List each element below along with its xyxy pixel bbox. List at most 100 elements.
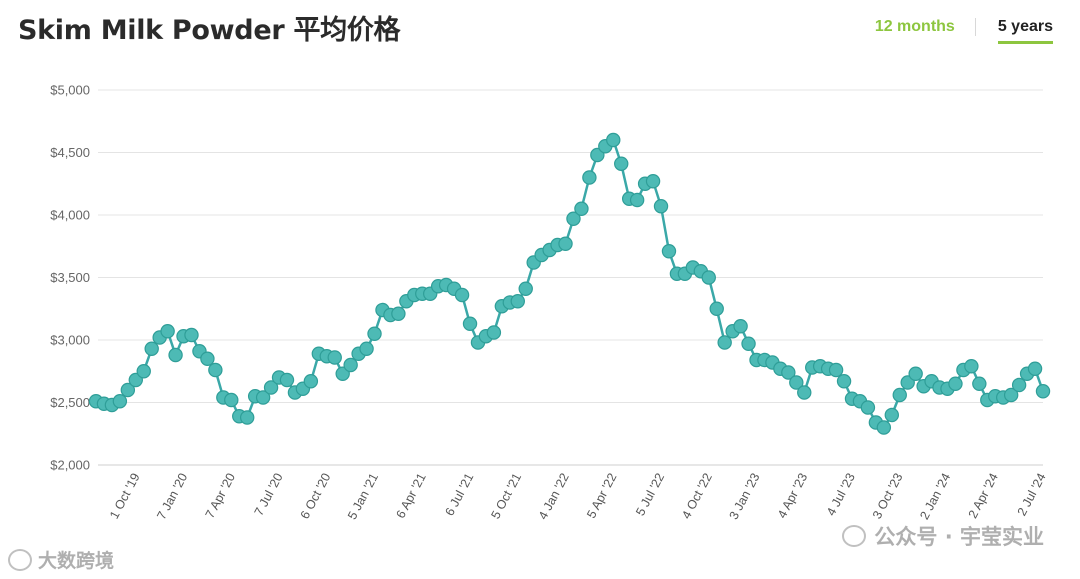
y-tick-label: $4,000: [50, 208, 90, 223]
data-point[interactable]: [566, 211, 581, 226]
x-tick-label: 6 Jul '21: [442, 471, 476, 518]
data-point[interactable]: [518, 281, 533, 296]
data-point[interactable]: [224, 392, 239, 408]
data-point[interactable]: [701, 270, 716, 285]
data-point[interactable]: [582, 170, 597, 185]
data-point[interactable]: [184, 327, 199, 343]
watermark-right: 公众号 · 宇莹实业: [842, 521, 1044, 551]
x-tick-label: 7 Jul '20: [252, 471, 286, 518]
data-point[interactable]: [120, 382, 136, 398]
data-point[interactable]: [367, 326, 382, 341]
x-tick-label: 4 Jul '23: [824, 471, 858, 518]
x-tick-label: 2 Jul '24: [1015, 471, 1049, 518]
x-tick-label: 5 Apr '22: [584, 471, 619, 521]
x-tick-label: 2 Apr '24: [966, 471, 1001, 521]
data-point[interactable]: [255, 390, 271, 405]
x-tick-label: 7 Apr '20: [203, 471, 238, 521]
data-point[interactable]: [240, 410, 255, 425]
x-tick-label: 5 Jan '21: [345, 471, 381, 522]
data-point[interactable]: [661, 244, 677, 259]
x-tick-label: 4 Jan '22: [536, 471, 572, 522]
x-tick-label: 5 Jul '22: [633, 471, 667, 518]
brand-logo-icon: [8, 548, 32, 571]
data-point[interactable]: [168, 347, 183, 363]
y-tick-label: $5,000: [50, 83, 90, 98]
data-point[interactable]: [884, 407, 899, 423]
chart-title: Skim Milk Powder 平均价格: [18, 15, 401, 46]
data-point[interactable]: [860, 400, 876, 415]
data-point[interactable]: [208, 362, 223, 378]
data-point[interactable]: [160, 324, 175, 339]
data-point[interactable]: [263, 380, 279, 395]
watermark-right-text: 公众号 · 宇莹实业: [874, 525, 1044, 549]
x-tick-label: 7 Jan '20: [154, 471, 190, 522]
y-axis-ticks: $2,000 $2,500 $3,000 $3,500 $4,000 $4,500 $5,0…: [50, 83, 90, 473]
data-point[interactable]: [614, 156, 629, 171]
tab-divider: [974, 18, 976, 36]
x-tick-label: 3 Oct '23: [870, 471, 906, 521]
data-point[interactable]: [964, 359, 979, 374]
data-point[interactable]: [558, 236, 573, 251]
x-tick-label: 6 Apr '21: [393, 471, 428, 521]
data-point[interactable]: [606, 132, 621, 148]
y-tick-label: $4,500: [50, 145, 90, 160]
x-tick-label: 4 Apr '23: [775, 471, 810, 521]
data-point[interactable]: [1035, 384, 1051, 399]
tab-12-months[interactable]: 12 months: [874, 18, 955, 35]
data-point[interactable]: [741, 336, 756, 351]
grid-lines: [98, 89, 1043, 466]
data-point[interactable]: [876, 420, 892, 435]
watermark-left: 大数跨境: [8, 546, 114, 573]
range-tabs: 12 months 5 years: [875, 18, 1053, 44]
x-tick-label: 3 Jan '23: [727, 471, 763, 522]
data-point[interactable]: [653, 199, 669, 214]
watermark-left-text: 大数跨境: [38, 550, 115, 572]
data-point[interactable]: [454, 287, 470, 303]
data-point[interactable]: [359, 341, 374, 356]
x-axis-ticks: 1 Oct '19 7 Jan '20 7 Apr '20 7 Jul '20 6 Oc…: [107, 471, 1049, 522]
data-point[interactable]: [1003, 387, 1019, 403]
data-point[interactable]: [828, 362, 844, 378]
data-point[interactable]: [462, 316, 478, 331]
data-point[interactable]: [1011, 377, 1027, 393]
data-point[interactable]: [797, 385, 812, 400]
y-tick-label: $3,500: [50, 270, 90, 285]
data-point[interactable]: [391, 306, 406, 321]
x-tick-label: 6 Oct '20: [298, 471, 334, 521]
x-tick-label: 5 Oct '21: [488, 471, 524, 521]
y-tick-label: $2,500: [50, 395, 90, 410]
data-point[interactable]: [948, 376, 963, 391]
data-point[interactable]: [144, 341, 159, 356]
data-point[interactable]: [486, 325, 502, 340]
data-point[interactable]: [892, 387, 907, 403]
y-tick-label: $2,000: [50, 458, 90, 473]
data-point[interactable]: [629, 192, 645, 208]
data-point[interactable]: [781, 365, 796, 380]
tab-5-years[interactable]: 5 years: [997, 18, 1053, 44]
x-tick-label: 4 Oct '22: [679, 471, 715, 521]
data-point[interactable]: [645, 174, 661, 189]
data-point[interactable]: [789, 375, 804, 390]
x-tick-label: 1 Oct '19: [107, 471, 143, 521]
data-point[interactable]: [709, 301, 724, 316]
wechat-icon: [842, 525, 867, 547]
data-point[interactable]: [908, 366, 923, 381]
data-point[interactable]: [327, 350, 342, 365]
series-markers: [88, 132, 1051, 435]
data-point[interactable]: [717, 335, 732, 350]
data-point[interactable]: [733, 319, 748, 334]
data-point[interactable]: [200, 351, 215, 366]
data-point[interactable]: [279, 372, 295, 388]
data-point[interactable]: [112, 394, 128, 409]
y-tick-label: $3,000: [50, 333, 90, 348]
data-point[interactable]: [303, 374, 319, 389]
data-point[interactable]: [836, 374, 852, 389]
data-point[interactable]: [136, 364, 151, 379]
data-point[interactable]: [343, 357, 358, 373]
x-tick-label: 2 Jan '24: [917, 471, 953, 522]
data-point[interactable]: [574, 201, 589, 216]
data-point[interactable]: [510, 294, 525, 309]
data-point[interactable]: [1027, 361, 1043, 376]
data-point[interactable]: [972, 376, 987, 391]
